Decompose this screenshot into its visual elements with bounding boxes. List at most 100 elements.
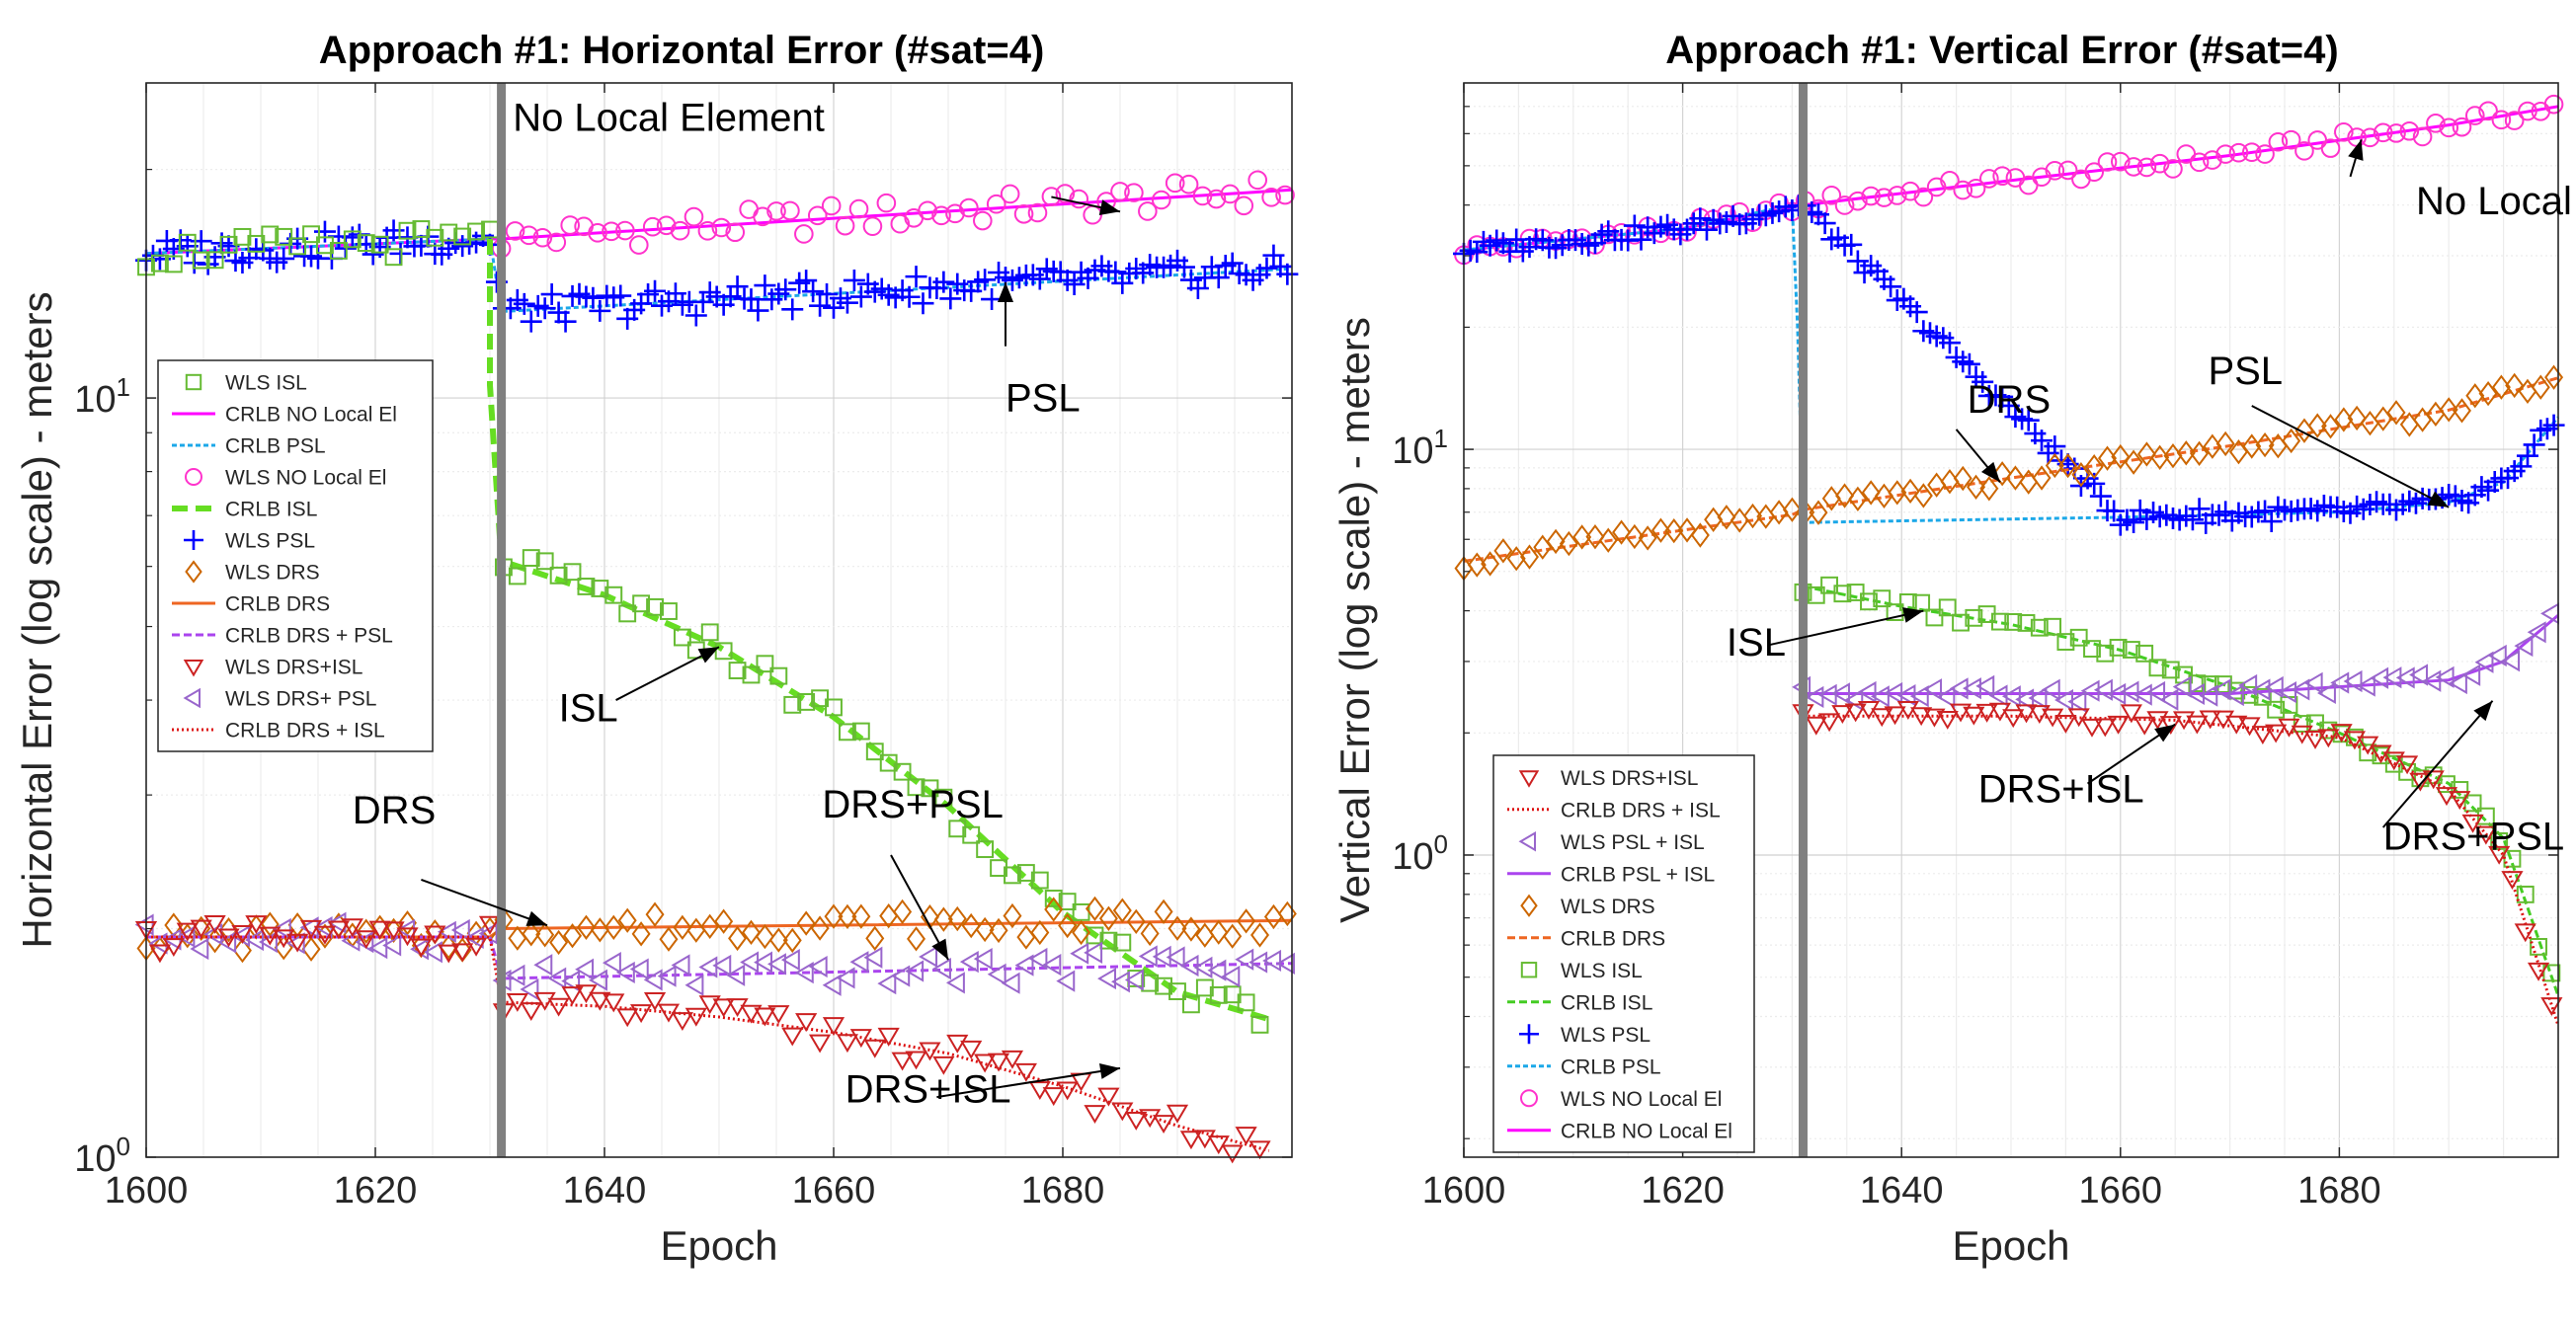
series-wls_psl-point: [684, 304, 707, 327]
annotation-arrow: [421, 879, 548, 927]
series-wls_drs_isl-point: [891, 1052, 914, 1071]
series-wls_isl-point: [453, 227, 472, 246]
annotation-label: No Local Element: [2416, 180, 2576, 223]
series-wls_drs_psl-point: [808, 955, 828, 978]
series-wls_psl-point: [589, 299, 611, 322]
series-wls_isl-point: [357, 234, 375, 253]
series-wls_drs-point: [1979, 476, 1999, 502]
annotation-label: PSL: [1006, 377, 1081, 421]
series-wls_nolocal-point: [1110, 182, 1130, 201]
series-wls_isl-point: [646, 597, 664, 616]
series-wls_nolocal-point: [1275, 185, 1295, 205]
series-wls_drs-point: [673, 914, 692, 941]
series-wls_drs_psl-point: [382, 934, 402, 957]
series-wls_drs-point: [617, 907, 637, 933]
legend-label: CRLB ISL: [1561, 991, 1652, 1014]
series-wls_nolocal-point: [725, 222, 746, 243]
annotation-arrowhead: [1098, 199, 1120, 215]
series-wls_drs_isl-point: [836, 1034, 859, 1054]
series-wls_nolocal-point: [794, 224, 814, 244]
series-wls_drs-point: [1900, 478, 1920, 505]
series-wls_drs-point: [1953, 465, 1972, 492]
legend-swatch-wls_drs_psl: [183, 687, 201, 709]
series-wls_nolocal-point: [2203, 150, 2222, 170]
series-wls_drs-point: [1835, 483, 1855, 508]
series-wls_drs-point: [1058, 912, 1078, 939]
series-wls_psl-point: [809, 294, 832, 317]
series-wls_nolocal-point: [2281, 129, 2301, 150]
series-wls_drs_isl-markers: [1792, 701, 2563, 1017]
series-wls_isl-point: [1182, 995, 1200, 1014]
legend-label: WLS PSL + ISL: [1561, 831, 1705, 854]
series-wls_isl-point: [1209, 985, 1228, 1004]
series-wls_nolocal-point: [2386, 123, 2406, 143]
series-wls_nolocal-point: [711, 217, 732, 238]
series-wls_drs_isl-point: [2054, 714, 2077, 734]
series-wls_isl-markers: [1794, 576, 2561, 982]
series-wls_nolocal-point: [670, 220, 690, 241]
legend-swatch-wls_drs_isl: [183, 660, 204, 677]
series-wls_drs-point: [1690, 522, 1710, 548]
y-tick-base: 10: [1392, 836, 1433, 878]
series-wls_psl-point: [1958, 352, 1980, 375]
series-wls_isl-point: [2148, 659, 2167, 677]
annotation-arrowhead: [1902, 607, 1924, 623]
series-wls_nolocal-point: [1013, 203, 1034, 224]
series-wls_psl-point: [1630, 228, 1652, 251]
y-tick-label: 100: [74, 1132, 130, 1180]
series-wls_drs-point: [1098, 905, 1118, 931]
series-wls_isl-point: [825, 698, 843, 717]
series-wls_nolocal-point: [1913, 187, 1934, 207]
legend-swatch-wls_psl: [1519, 1024, 1539, 1045]
series-wls_psl-point: [2123, 511, 2145, 534]
x-tick-label: 1640: [563, 1170, 647, 1211]
series-wls_drs_psl-point: [589, 969, 607, 991]
series-wls_drs_psl-point: [1028, 947, 1048, 971]
series-wls_drs-point: [631, 921, 651, 947]
series-wls_drs_isl-point: [2251, 726, 2274, 745]
series-wls_drs-point: [1085, 896, 1104, 922]
legend-swatch-wls_drs_isl: [1518, 770, 1540, 788]
series-wls_psl_isl-point: [1831, 682, 1850, 705]
series-wls_nolocal-point: [1206, 189, 1227, 209]
series-wls_nolocal-point: [1992, 166, 2012, 187]
x-axis-label: Epoch: [660, 1222, 777, 1269]
series-wls_drs_isl-point: [1831, 705, 1854, 724]
series-wls_drs_isl-point: [286, 933, 309, 953]
series-wls_psl-point: [2188, 498, 2211, 520]
series-wls_nolocal-point: [2149, 153, 2170, 174]
series-wls_isl-point: [742, 665, 761, 684]
series-wls_drs_psl-point: [684, 974, 704, 996]
series-wls_psl_isl-point: [2172, 675, 2192, 698]
series-wls_drs_psl-point: [1014, 954, 1034, 976]
annotation-label: No Local Element: [513, 96, 825, 139]
y-tick-label: 101: [74, 372, 130, 421]
series-wls_drs-point: [2242, 433, 2262, 459]
series-wls_drs_psl-point: [766, 953, 786, 976]
series-wls_isl-point: [1991, 612, 2009, 631]
legend-label: CRLB NO Local El: [1561, 1120, 1732, 1142]
series-wls_drs-point: [659, 926, 679, 952]
series-wls_drs_isl-point: [1963, 706, 1985, 726]
series-wls_psl-point: [582, 286, 604, 309]
series-wls_isl-point: [839, 723, 856, 742]
series-wls_drs_psl-point: [712, 954, 732, 977]
series-wls_drs-point: [1140, 920, 1160, 947]
series-wls_nolocal-point: [1124, 183, 1144, 202]
series-wls_psl-point: [520, 310, 542, 333]
series-wls_drs_isl-point: [1975, 703, 1998, 723]
series-wls_drs-point: [1598, 527, 1618, 553]
series-wls_isl-point: [151, 254, 169, 273]
axes-box: [1463, 82, 2559, 1158]
annotation-label: DRS+PSL: [822, 783, 1003, 826]
series-wls_psl-point: [1689, 207, 1712, 230]
series-wls_isl-point: [618, 604, 637, 623]
series-wls_drs_isl-point: [1805, 716, 1827, 736]
series-wls_drs_psl-point: [561, 970, 581, 992]
legend-label: WLS DRS: [225, 562, 320, 585]
legend-swatch-wls_nolocal: [1520, 1089, 1538, 1108]
series-wls_drs_isl-point: [176, 922, 199, 942]
series-wls_drs_isl-point: [506, 993, 528, 1012]
series-wls_drs_isl-point: [2540, 997, 2563, 1017]
chart-panel-vertical: 1600 1620 1640 1660 1680Epoch100101Vertical …: [1331, 29, 2576, 1269]
